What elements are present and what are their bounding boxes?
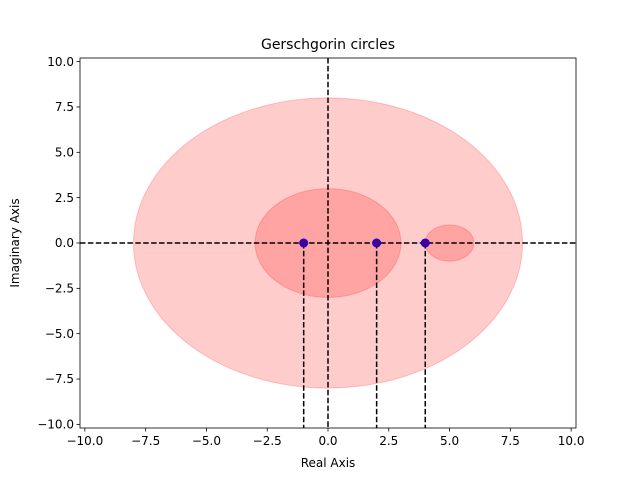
chart-title: Gerschgorin circles [261, 37, 395, 53]
eigenvalue-point-2 [372, 238, 382, 248]
eigenvalue-point-3 [420, 238, 430, 248]
y-tick-label: 7.5 [55, 100, 74, 114]
x-tick-label: −10.0 [66, 434, 103, 448]
plot-area [80, 58, 576, 428]
x-axis: −10.0 −7.5 −5.0 −2.5 0.0 2.5 5.0 7.5 10.0 [66, 428, 584, 448]
y-tick-label: 5.0 [55, 146, 74, 160]
y-tick-label: −7.5 [45, 372, 74, 386]
eigenvalue-point-1 [299, 238, 309, 248]
y-axis-title: Imaginary Axis [8, 198, 22, 287]
x-tick-label: 2.5 [379, 434, 398, 448]
y-axis: −10.0 −7.5 −5.0 −2.5 0.0 2.5 5.0 7.5 10.0 [37, 55, 80, 432]
x-tick-label: −2.5 [253, 434, 282, 448]
x-tick-label: −5.0 [192, 434, 221, 448]
x-tick-label: 0.0 [318, 434, 337, 448]
y-tick-label: −2.5 [45, 282, 74, 296]
x-tick-label: 5.0 [440, 434, 459, 448]
x-axis-title: Real Axis [301, 456, 356, 470]
y-tick-label: 2.5 [55, 191, 74, 205]
x-tick-label: 7.5 [501, 434, 520, 448]
y-tick-label: 10.0 [47, 55, 74, 69]
x-tick-label: −7.5 [131, 434, 160, 448]
y-tick-label: −10.0 [37, 418, 74, 432]
y-tick-label: 0.0 [55, 236, 74, 250]
x-tick-label: 10.0 [558, 434, 585, 448]
y-tick-label: −5.0 [45, 327, 74, 341]
